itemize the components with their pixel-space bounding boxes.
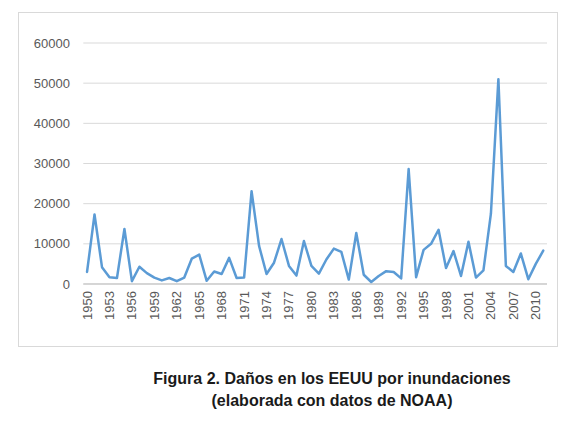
chart: 0 10000 20000 30000 40000 50000 60000 1950 1953 1… [0,0,567,427]
grid-line [83,284,547,285]
x-tick-label: 1998 [439,291,454,320]
grid-line [83,203,547,204]
x-tick-label: 1950 [80,291,95,320]
x-tick-label: 1989 [371,291,386,320]
subtitle: (elaborada con datos de NOAA) [212,392,453,409]
x-tick-label: 1965 [192,291,207,320]
chart-area [19,13,558,347]
y-tick-label: 10000 [34,236,70,251]
grid [83,43,547,284]
y-tick-label: 30000 [34,156,70,171]
grid-line [83,243,547,244]
x-tick-label: 1992 [394,291,409,320]
y-tick-label: 40000 [34,116,70,131]
x-tick-label: 1974 [259,291,274,320]
x-tick-label: 1971 [237,291,252,320]
y-tick-label: 0 [63,277,70,292]
y-tick-label: 50000 [34,76,70,91]
x-tick-label: 2004 [483,291,498,320]
grid-line [83,123,547,124]
x-tick-label: 2010 [528,291,543,320]
x-tick-label: 1953 [102,291,117,320]
x-tick-label: 1986 [349,291,364,320]
x-tick-label: 1959 [147,291,162,320]
grid-line [83,83,547,84]
x-tick-label: 1977 [281,291,296,320]
x-tick-label: 1995 [416,291,431,320]
x-tick-label: 2007 [506,291,521,320]
x-tick-label: 2001 [461,291,476,320]
title: Figura 2. Daños en los EEUU por inundaci… [153,370,510,387]
plot [87,79,543,282]
grid-line [83,163,547,164]
y-tick-label: 20000 [34,196,70,211]
y-tick-label: 60000 [34,36,70,51]
x-axis [83,284,547,285]
x-tick-label: 1983 [326,291,341,320]
x-tick-label: 1956 [124,291,139,320]
grid-line [83,43,547,44]
x-tick-label: 1962 [169,291,184,320]
line-series [87,79,543,282]
x-tick-label: 1980 [304,291,319,320]
x-tick-label: 1968 [214,291,229,320]
